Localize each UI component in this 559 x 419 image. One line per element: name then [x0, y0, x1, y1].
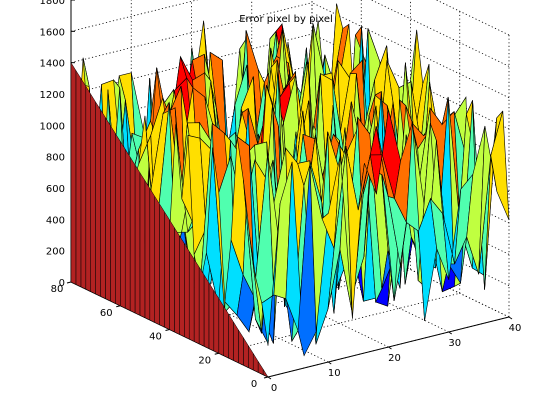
wall-strip [159, 203, 165, 328]
wall-strip [198, 266, 205, 347]
wall-strip [164, 211, 170, 330]
grid-line-z-right [370, 0, 510, 67]
wall-strip [223, 305, 229, 359]
z-tick-label: 1200 [40, 90, 65, 101]
y-tick-mark [116, 305, 121, 308]
z-tick-label: 1000 [40, 121, 65, 132]
wall-strip [248, 344, 254, 371]
wall-strip [262, 368, 269, 378]
x-tick-label: 0 [271, 383, 277, 394]
wall-strip [174, 226, 180, 335]
wall-strip [193, 258, 200, 345]
z-tick-label: 1600 [40, 27, 65, 38]
wall-strip [129, 156, 136, 314]
grid-line-z-right [311, 33, 510, 130]
z-tick-label: 0 [59, 278, 65, 289]
y-tick-mark [66, 281, 72, 284]
grid-line-z-right [311, 64, 510, 161]
x-tick-mark [388, 346, 392, 350]
grid-line-z-right [435, 0, 510, 36]
wall-strip [139, 171, 146, 318]
grid-line-x-floor [191, 251, 389, 348]
z-tick-label: 1400 [40, 59, 65, 70]
wall-strip [184, 242, 190, 340]
wall-strip [70, 61, 77, 285]
wall-strip [110, 124, 116, 304]
wall-strip [124, 148, 131, 311]
wall-strip [100, 108, 106, 299]
wall-strip [169, 218, 175, 333]
wall-strip [228, 313, 234, 361]
z-tick-label: 800 [46, 153, 65, 164]
grid-line-x-floor [251, 236, 449, 333]
error-surface [70, 3, 510, 378]
wall-strip [75, 69, 82, 288]
wall-strip [188, 250, 195, 342]
grid-line-x-floor [131, 266, 329, 363]
wall-strip [257, 360, 264, 375]
wall-strip [120, 140, 126, 309]
wall-strip [144, 179, 151, 321]
wall-strip [85, 85, 91, 292]
z-tick-label: 200 [46, 247, 65, 258]
chart-title: Error pixel by pixel [239, 14, 333, 25]
grid-line-z-right [311, 2, 510, 99]
z-tick-label: 400 [46, 215, 65, 226]
wall-strip [95, 101, 101, 297]
y-tick-label: 80 [51, 284, 64, 295]
y-tick-label: 40 [149, 332, 162, 343]
surface-patch [490, 110, 510, 221]
wall-strip [233, 321, 239, 364]
grid-line-z-right [311, 221, 510, 318]
x-tick-label: 10 [328, 368, 341, 379]
wall-strip [179, 234, 185, 337]
x-tick-mark [508, 316, 513, 320]
wall-strip [134, 163, 141, 316]
wall-strip [105, 116, 111, 302]
wall-strip [154, 195, 160, 326]
x-tick-label: 30 [448, 338, 461, 349]
x-tick-label: 40 [509, 323, 522, 334]
wall-strip [115, 132, 121, 307]
x-tick-label: 20 [388, 353, 401, 364]
wall-strip [208, 281, 215, 352]
wall-strip [149, 187, 155, 323]
y-tick-label: 0 [251, 379, 257, 390]
x-tick-mark [327, 361, 332, 365]
wall-strip [243, 336, 249, 368]
wall-strip [203, 273, 210, 349]
wall-strip [80, 77, 87, 290]
wall-strip [90, 93, 96, 295]
x-tick-mark [448, 331, 453, 335]
z-tick-label: 1800 [40, 0, 65, 7]
wall-strip [213, 289, 220, 354]
wall-strip [238, 329, 244, 366]
y-tick-mark [263, 376, 269, 379]
wall-strip [252, 352, 259, 373]
y-tick-label: 60 [100, 308, 113, 319]
z-tick-label: 600 [46, 184, 65, 195]
y-tick-mark [165, 329, 170, 331]
wall-strip [218, 297, 224, 356]
tick-labels: 0102030400204060800200400600800100012001… [40, 0, 522, 394]
y-tick-label: 20 [198, 355, 211, 366]
y-tick-mark [214, 352, 219, 355]
